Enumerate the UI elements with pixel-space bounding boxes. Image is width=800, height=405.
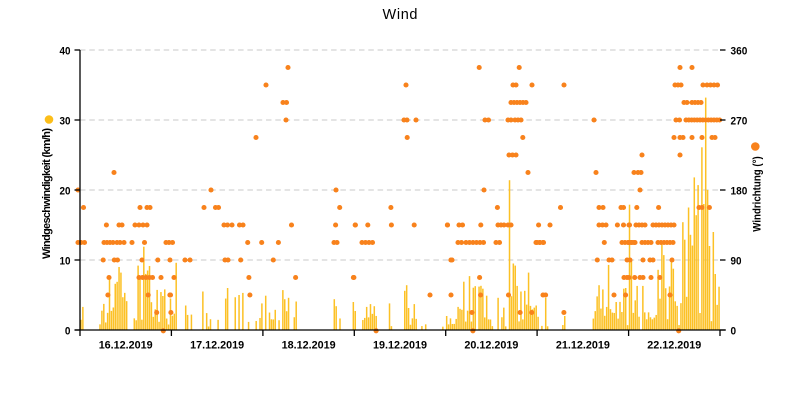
svg-text:20: 20: [60, 185, 71, 197]
svg-text:10: 10: [60, 255, 71, 267]
svg-text:30: 30: [60, 115, 71, 127]
svg-text:180: 180: [731, 185, 748, 197]
svg-text:270: 270: [731, 115, 748, 127]
svg-text:Windgeschwindigkeit (km/h): Windgeschwindigkeit (km/h): [41, 128, 53, 259]
svg-text:0: 0: [731, 325, 737, 337]
svg-text:18.12.2019: 18.12.2019: [282, 340, 336, 352]
svg-text:90: 90: [731, 255, 742, 267]
svg-text:0: 0: [65, 325, 71, 337]
svg-text:22.12.2019: 22.12.2019: [647, 340, 701, 352]
svg-text:360: 360: [731, 45, 748, 57]
svg-text:16.12.2019: 16.12.2019: [99, 340, 153, 352]
svg-text:20.12.2019: 20.12.2019: [464, 340, 518, 352]
svg-text:17.12.2019: 17.12.2019: [190, 340, 244, 352]
svg-text:Wind: Wind: [383, 7, 418, 23]
svg-text:40: 40: [60, 45, 71, 57]
svg-text:19.12.2019: 19.12.2019: [373, 340, 427, 352]
svg-text:21.12.2019: 21.12.2019: [556, 340, 610, 352]
svg-text:Windrichtung (°): Windrichtung (°): [752, 156, 764, 232]
